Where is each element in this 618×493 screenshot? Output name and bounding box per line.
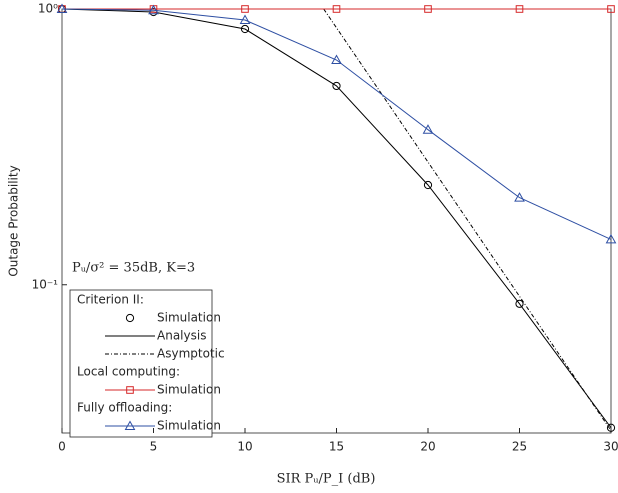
marker — [125, 313, 135, 323]
x-tick-label: 20 — [420, 440, 435, 454]
legend-box — [69, 289, 213, 438]
x-tick-label: 30 — [603, 440, 618, 454]
marker — [423, 180, 433, 190]
marker — [332, 81, 341, 91]
marker — [515, 299, 524, 308]
legend-header: Local computing: — [77, 365, 180, 379]
y-tick-label: 10⁻¹ — [32, 277, 59, 291]
marker — [240, 24, 250, 34]
marker — [126, 386, 134, 394]
marker — [332, 5, 341, 13]
marker — [331, 54, 342, 65]
marker — [605, 233, 617, 244]
marker — [422, 124, 434, 134]
y-axis-label: Outage Probability — [7, 165, 21, 276]
legend-label: Simulation — [157, 419, 221, 433]
legend-header: Fully offloading: — [77, 401, 172, 415]
marker — [241, 5, 249, 13]
x-tick-label: 25 — [512, 440, 527, 454]
marker — [606, 423, 616, 432]
marker — [607, 5, 615, 13]
legend-header: Criterion II: — [77, 293, 144, 307]
series-line — [323, 8, 612, 431]
marker — [514, 192, 525, 202]
marker — [424, 5, 432, 13]
y-tick-label: 10⁰ — [38, 2, 58, 16]
x-tick-label: 15 — [329, 440, 344, 454]
legend-label: Asymptotic — [157, 347, 225, 361]
series-line — [61, 8, 612, 240]
x-axis-label: SIR Pᵤ/P_I (dB) — [277, 472, 376, 487]
legend-label: Simulation — [157, 311, 221, 325]
x-tick-label: 0 — [58, 440, 66, 454]
marker — [515, 5, 524, 13]
annotation: Pᵤ/σ² = 35dB, K=3 — [72, 261, 195, 276]
legend-label: Analysis — [157, 329, 206, 343]
marker — [239, 14, 251, 25]
x-tick-label: 5 — [150, 440, 158, 454]
marker — [56, 3, 68, 13]
x-tick-label: 10 — [237, 440, 252, 454]
legend-label: Simulation — [157, 383, 221, 397]
marker — [124, 420, 136, 430]
marker — [148, 4, 159, 15]
